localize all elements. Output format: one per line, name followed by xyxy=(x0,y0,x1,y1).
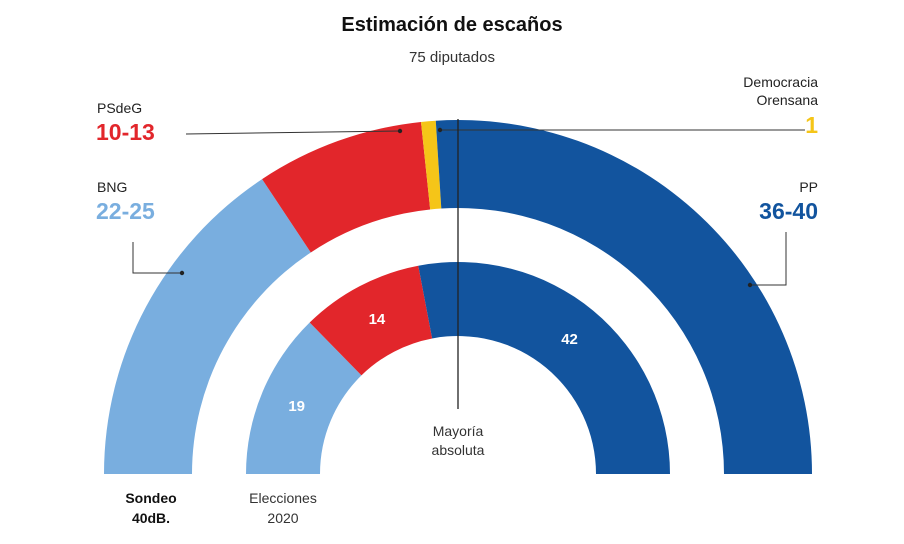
bng-connector xyxy=(132,242,182,274)
bng-connector-dot xyxy=(179,270,185,276)
bng-name: BNG xyxy=(97,179,128,195)
pp-connector xyxy=(750,232,787,286)
election-label-line1: Elecciones xyxy=(249,490,317,506)
majority-label-line2: absoluta xyxy=(431,442,485,458)
election-ring xyxy=(246,261,670,474)
election-value-labels: 19 14 42 xyxy=(288,311,578,415)
inner-segment-pp xyxy=(418,261,670,474)
election-value-bng: 19 xyxy=(288,398,305,415)
chart-title: Estimación de escaños xyxy=(341,14,563,36)
election-value-pp: 42 xyxy=(561,331,578,348)
election-label-line2: 2020 xyxy=(267,510,299,526)
pp-range: 36-40 xyxy=(759,198,818,224)
outer-segment-psdeg xyxy=(262,121,431,253)
majority-label-line1: Mayoría xyxy=(432,423,484,439)
bng-range: 22-25 xyxy=(96,198,155,224)
do-connector-dot xyxy=(437,127,443,133)
chart-subtitle: 75 diputados xyxy=(409,49,495,66)
inner-segment-bng xyxy=(246,322,362,474)
outer-segment-democracia-orensana xyxy=(420,120,442,210)
survey-label-line1: Sondeo xyxy=(125,490,177,506)
do-name-line2: Orensana xyxy=(756,92,818,108)
pp-name: PP xyxy=(799,179,818,195)
do-range: 1 xyxy=(805,112,818,138)
outer-segment-pp xyxy=(435,119,812,474)
outer-segment-bng xyxy=(104,179,311,474)
inner-segment-psdeg xyxy=(309,265,433,376)
label-connectors xyxy=(132,119,805,409)
psdeg-range: 10-13 xyxy=(96,119,155,145)
do-name-line1: Democracia xyxy=(743,74,818,90)
survey-label-line2: 40dB. xyxy=(131,510,171,526)
psdeg-connector xyxy=(185,130,401,135)
pp-connector-dot xyxy=(747,282,753,288)
election-value-psdeg: 14 xyxy=(369,311,386,328)
survey-ring xyxy=(104,119,812,474)
psdeg-name: PSdeG xyxy=(97,100,143,116)
psdeg-connector-dot xyxy=(397,128,403,134)
